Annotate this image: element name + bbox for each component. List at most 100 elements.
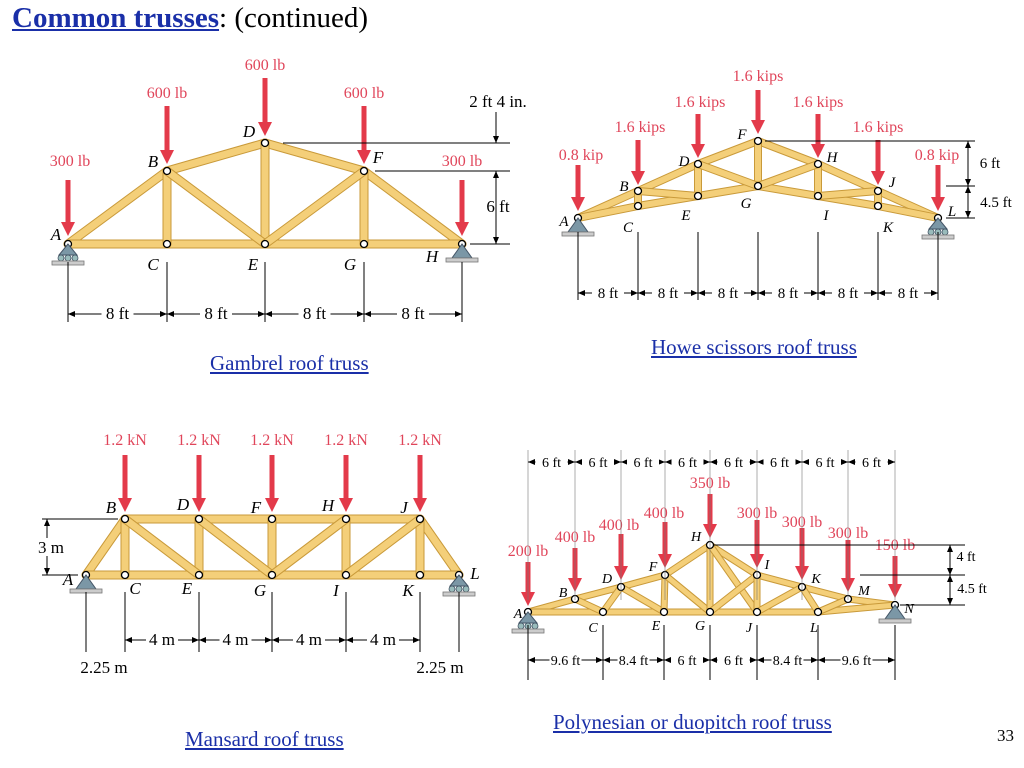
page-number: 33 — [997, 726, 1014, 745]
gambrel-node-label-E: E — [247, 255, 259, 274]
poly-load-3-label: 400 lb — [644, 505, 684, 522]
howe-member-BD-fill — [635, 161, 701, 194]
mansard-span-0-arrowR — [192, 637, 199, 643]
gambrel-joint-C — [162, 239, 172, 249]
howe-node-label-F: F — [736, 127, 747, 143]
mansard-node-label-L: L — [469, 564, 479, 583]
poly-top-span-1-label: 6 ft — [588, 456, 607, 471]
poly-top-span-1-arrowR — [614, 459, 621, 465]
poly-top-span-7-label: 6 ft — [862, 456, 881, 471]
poly-joint-J — [752, 607, 762, 617]
howe-node-label-B: B — [619, 179, 628, 195]
howe-member-EG-fill — [695, 183, 761, 199]
poly-top-span-3-label: 6 ft — [678, 456, 697, 471]
howe-load-D-head — [691, 144, 705, 158]
gambrel-joint-F — [359, 166, 369, 176]
poly-joint-L — [813, 607, 823, 617]
howe-member-BE-fill — [635, 188, 701, 199]
gambrel-node-label-H: H — [425, 247, 440, 266]
howe-span-1-bg — [652, 284, 684, 300]
gambrel-caption[interactable]: Gambrel roof truss — [210, 351, 369, 375]
mansard-span-0-arrowL — [125, 637, 132, 643]
poly-node-label-K: K — [810, 572, 821, 587]
slide-title-highlight[interactable]: Common trusses — [12, 2, 220, 34]
mansard-member-DG-fill — [195, 515, 276, 579]
poly-bot-span-4-bg — [771, 651, 804, 667]
poly-bot-span-4-arrowR — [811, 657, 818, 663]
howe-span-4-arrowL — [818, 290, 825, 296]
howe-load-F-label: 1.6 kips — [733, 68, 784, 85]
howe-load-L-head — [931, 197, 945, 211]
gambrel-span-2-bg — [298, 305, 331, 321]
mansard-node-label-A: A — [62, 570, 74, 589]
poly-top-span-5-label: 6 ft — [770, 456, 789, 471]
howe-span-1-arrowL — [638, 290, 645, 296]
howe-caption[interactable]: Howe scissors roof truss — [651, 335, 857, 359]
mansard-joint-B — [120, 514, 130, 524]
howe-span-4-arrowR — [871, 290, 878, 296]
poly-bot-span-1-arrowL — [603, 657, 610, 663]
mansard-load-3-label: 1.2 kN — [324, 432, 368, 449]
howe-node-label-H: H — [826, 150, 839, 166]
poly-top-span-0-arrowL — [528, 459, 535, 465]
mansard-span-1-bg — [219, 631, 252, 647]
gambrel-span-1-label: 8 ft — [204, 304, 227, 323]
howe-load-B-head — [631, 171, 645, 185]
gambrel-member-BD-fill — [163, 139, 269, 175]
howe-joint-E — [693, 191, 703, 201]
gambrel-span-2-arrowR — [357, 311, 364, 317]
mansard-node-label-B: B — [106, 498, 117, 517]
poly-member-DE-fill — [618, 584, 667, 615]
mansard-joint-C — [120, 570, 130, 580]
howe-joint-H — [813, 159, 823, 169]
mansard-node-label-E: E — [181, 579, 193, 598]
howe-load-D-label: 1.6 kips — [675, 94, 726, 111]
mansard-dim-left: 2.25 m — [80, 658, 127, 677]
mansard-span-1-arrowR — [265, 637, 272, 643]
poly-joint-C — [598, 607, 608, 617]
howe-span-2-arrowR — [751, 290, 758, 296]
mansard-node-label-K: K — [401, 581, 415, 600]
poly-top-span-7-arrowL — [848, 459, 855, 465]
poly-node-label-H: H — [690, 530, 702, 545]
poly-member-BD-fill — [572, 584, 624, 602]
polynesian-caption[interactable]: Polynesian or duopitch roof truss — [553, 710, 832, 734]
poly-bot-span-2-arrowL — [664, 657, 671, 663]
howe-span-0-bg — [592, 284, 624, 300]
howe-node-label-A: A — [558, 214, 569, 230]
howe-member-FH-fill — [755, 138, 821, 167]
mansard-support-L-wheel — [462, 585, 470, 593]
poly-top-span-3-arrowR — [703, 459, 710, 465]
howe-span-4-label: 8 ft — [838, 286, 859, 302]
poly-top-span-6-bg — [809, 453, 841, 469]
howe-span-0-label: 8 ft — [598, 286, 619, 302]
gambrel-load-A-label: 300 lb — [50, 153, 90, 170]
mansard-node-label-F: F — [250, 498, 262, 517]
poly-top-span-2-bg — [627, 453, 659, 469]
howe-joint-C — [633, 201, 643, 211]
gambrel-support-H-ground — [445, 257, 479, 263]
howe-span-5-bg — [892, 284, 924, 300]
gambrel-load-D-label: 600 lb — [245, 57, 285, 74]
howe-load-J-label: 1.6 kips — [853, 119, 904, 136]
gambrel-load-H-head — [455, 222, 469, 236]
mansard-load-2-head — [265, 498, 279, 512]
howe-member-GI-fill — [755, 183, 821, 199]
gambrel-node-label-D: D — [242, 122, 256, 141]
howe-span-5-arrowL — [878, 290, 885, 296]
poly-top-span-0-arrowR — [568, 459, 575, 465]
poly-bot-span-5-label: 9.6 ft — [842, 654, 872, 669]
howe-member-HJ-fill — [815, 161, 881, 194]
gambrel-span-1-arrowL — [167, 311, 174, 317]
gambrel-node-label-F: F — [372, 148, 384, 167]
poly-member-KL-fill — [799, 584, 821, 615]
poly-top-span-5-arrowR — [795, 459, 802, 465]
mansard-caption[interactable]: Mansard roof truss — [185, 727, 344, 751]
poly-bot-span-4-label: 8.4 ft — [773, 654, 803, 669]
mansard-load-3-head — [339, 498, 353, 512]
gambrel-joint-B — [162, 166, 172, 176]
gambrel-span-2-arrowL — [265, 311, 272, 317]
gambrel-load-F-head — [357, 150, 371, 164]
howe-member-KL-fill — [875, 203, 941, 221]
howe-span-0-arrowR — [631, 290, 638, 296]
